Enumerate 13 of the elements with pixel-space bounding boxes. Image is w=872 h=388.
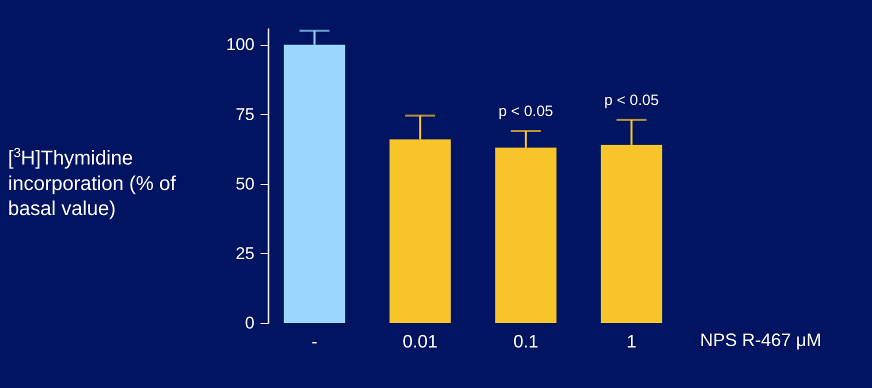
y-tick-label: 100	[226, 35, 254, 54]
x-axis-title: NPS R-467 μM	[700, 330, 822, 351]
x-tick-label: 0.1	[513, 332, 538, 352]
x-tick-label: 1	[626, 332, 637, 352]
y-tick-label: 75	[236, 104, 254, 124]
annotation: p < 0.05	[604, 92, 659, 109]
y-tick-label: 25	[236, 244, 254, 263]
y-axis-title: [$^{3}$H]Thymidine incorporation (% of basal value)	[8, 144, 177, 222]
y-tick-label: 50	[236, 174, 254, 194]
x-tick-label: 0.01	[402, 332, 438, 352]
y-tick-label: 0	[245, 314, 254, 332]
x-tick-label: -	[311, 332, 318, 352]
annotation: p < 0.05	[498, 102, 554, 120]
